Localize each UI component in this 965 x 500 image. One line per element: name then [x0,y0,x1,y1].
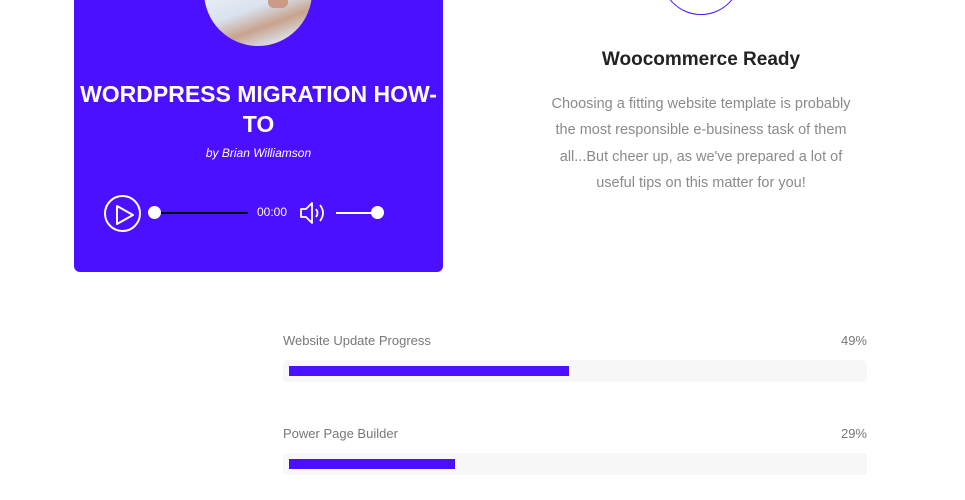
author-avatar [204,0,312,46]
feature-icon-circle [661,0,741,15]
feature-description: Choosing a fitting website template is p… [551,96,851,191]
progress-fill [289,366,570,376]
progress-percent: 29% [840,426,867,441]
volume-slider[interactable] [336,206,384,219]
podcast-title: WORDPRESS MIGRATION HOW-TO [80,81,437,137]
play-icon [116,205,134,225]
volume-icon[interactable] [299,201,327,225]
podcast-author: by Brian Williamson [205,146,312,160]
play-button[interactable] [104,195,141,232]
progress-fill [289,459,455,469]
seek-bar[interactable] [148,206,248,219]
progress-track [283,453,867,475]
current-time: 00:00 [257,205,288,219]
volume-handle[interactable] [370,206,384,219]
podcast-card: WORDPRESS MIGRATION HOW-TO by Brian Will… [74,0,443,272]
progress-track [283,360,867,382]
feature-title: Woocommerce Ready [601,49,801,70]
progress-percent: 49% [840,333,867,348]
progress-label: Website Update Progress [283,333,431,348]
seek-handle[interactable] [148,206,161,219]
progress-label: Power Page Builder [283,426,398,441]
